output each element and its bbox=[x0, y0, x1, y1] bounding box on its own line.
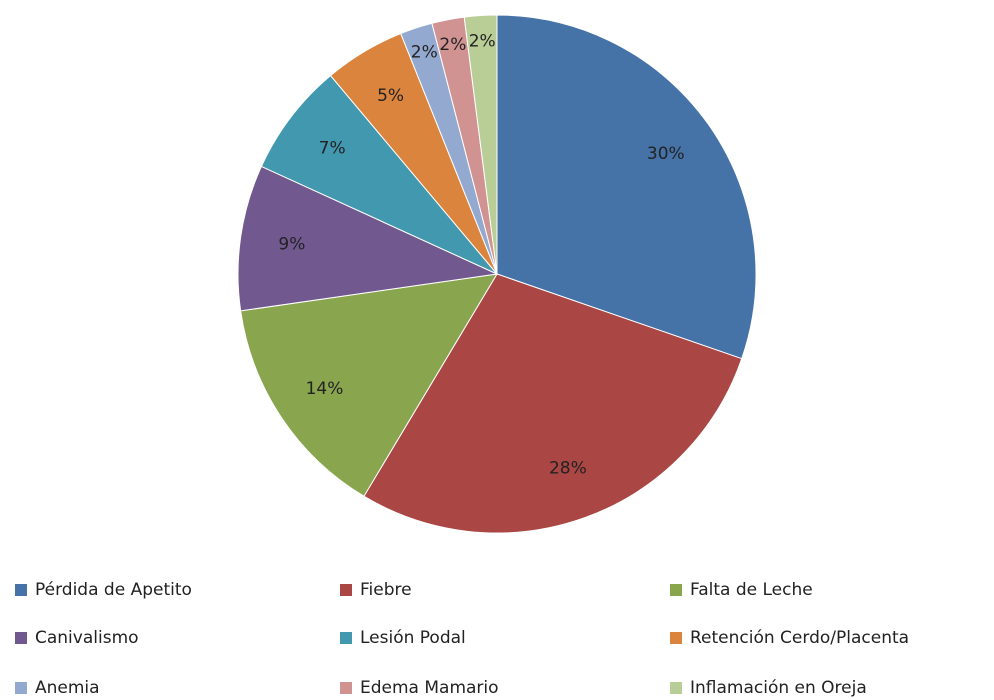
pie-slice bbox=[260, 74, 498, 275]
pie-slice bbox=[496, 14, 757, 360]
pie-slice bbox=[240, 273, 498, 497]
legend-label: Falta de Leche bbox=[690, 580, 813, 600]
slice-label: 2% bbox=[469, 31, 496, 51]
slice-label: 5% bbox=[377, 86, 404, 106]
slice-label: 2% bbox=[411, 43, 438, 63]
legend-swatch bbox=[15, 682, 27, 694]
legend-label: Fiebre bbox=[360, 580, 412, 600]
slice-label: 9% bbox=[278, 235, 305, 255]
slice-label: 7% bbox=[319, 139, 346, 159]
legend-label: Retención Cerdo/Placenta bbox=[690, 628, 909, 648]
legend-swatch bbox=[670, 682, 682, 694]
slice-label: 2% bbox=[439, 35, 466, 55]
slice-label: 30% bbox=[647, 144, 685, 164]
legend-label: Anemia bbox=[35, 678, 100, 698]
legend-swatch bbox=[340, 682, 352, 694]
legend-label: Pérdida de Apetito bbox=[35, 580, 192, 600]
legend-swatch bbox=[670, 584, 682, 596]
legend-swatch bbox=[340, 632, 352, 644]
legend-label: Inflamación en Oreja bbox=[690, 678, 867, 698]
legend-swatch bbox=[15, 632, 27, 644]
pie-slice bbox=[237, 165, 499, 312]
slice-label: 28% bbox=[549, 459, 587, 479]
pie-slice bbox=[463, 14, 498, 275]
slice-label: 14% bbox=[306, 379, 344, 399]
legend-label: Canivalismo bbox=[35, 628, 139, 648]
legend-label: Lesión Podal bbox=[360, 628, 466, 648]
legend-swatch bbox=[15, 584, 27, 596]
legend-swatch bbox=[670, 632, 682, 644]
legend-label: Edema Mamario bbox=[360, 678, 499, 698]
legend-swatch bbox=[340, 584, 352, 596]
